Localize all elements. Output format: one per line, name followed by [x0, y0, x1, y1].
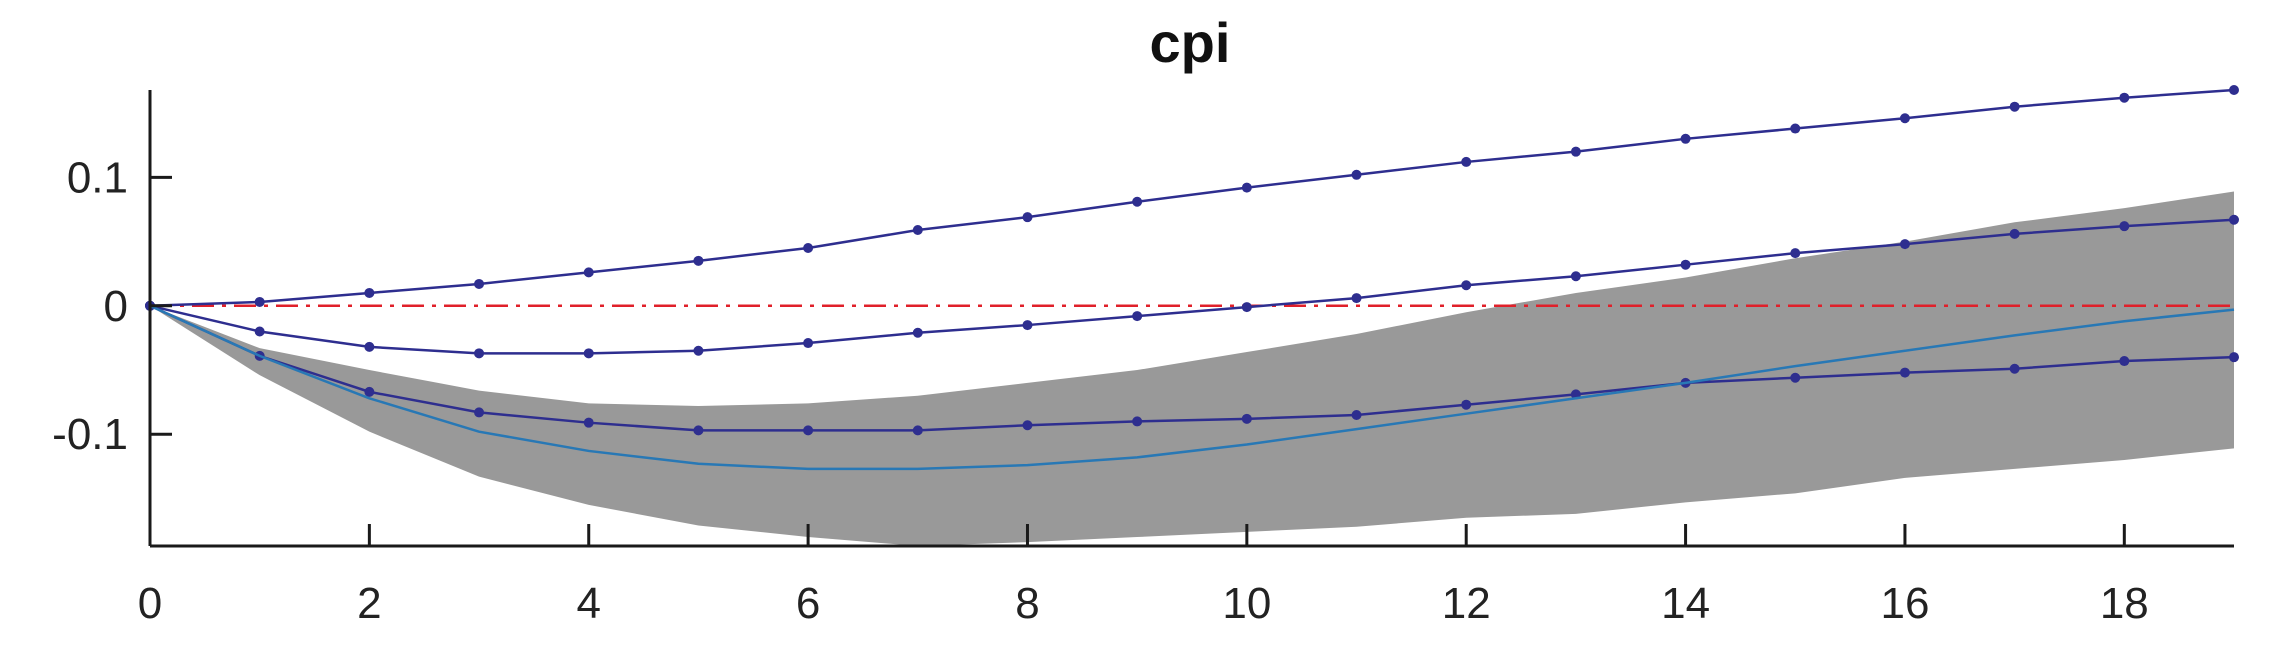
series-2-point [1241, 302, 1252, 313]
series-3-point [803, 425, 814, 436]
x-tick-label: 2 [357, 579, 381, 628]
x-tick-label: 0 [138, 579, 162, 628]
series-2-point [1790, 248, 1801, 259]
y-tick-label: 0 [104, 282, 128, 331]
series-1-point [1351, 169, 1362, 180]
series-3-point [1899, 367, 1910, 378]
series-1 [145, 85, 2239, 311]
series-3-point [1351, 409, 1362, 420]
series-3-point [583, 417, 594, 428]
series-1-point [1132, 196, 1143, 207]
series-3-point [2009, 363, 2020, 374]
series-2-point [2009, 228, 2020, 239]
series-1-point [254, 296, 265, 307]
confidence-band [150, 191, 2234, 546]
series-3-point [693, 425, 704, 436]
series-3 [145, 300, 2239, 436]
series-3-point [1022, 420, 1033, 431]
tick-labels: 0 2 4 6 8 10 12 14 16 18 0.1 0 -0.1 [52, 153, 2149, 628]
x-tick-label: 16 [1880, 579, 1929, 628]
series-1-point [364, 287, 375, 298]
series-3-point [2119, 356, 2130, 367]
series-1-point [1461, 156, 1472, 167]
series-1-point [474, 278, 485, 289]
series-layer [145, 85, 2239, 471]
series-3-point [1241, 413, 1252, 424]
series-3-point [1461, 399, 1472, 410]
series-3-point [1790, 372, 1801, 383]
chart-title: cpi [1150, 11, 1231, 74]
series-2-point [583, 348, 594, 359]
series-4-line [149, 304, 2235, 471]
series-3-point [912, 425, 923, 436]
x-tick-label: 6 [796, 579, 820, 628]
series-2-line [149, 218, 2235, 355]
series-1-point [583, 267, 594, 278]
x-tick-label: 8 [1015, 579, 1039, 628]
series-1-point [693, 255, 704, 266]
series-2-point [1132, 311, 1143, 322]
series-1-point [1899, 113, 1910, 124]
series-2-point [2229, 214, 2239, 225]
series-1-point [1241, 182, 1252, 193]
axes [148, 90, 2234, 548]
y-tick-label: -0.1 [52, 410, 128, 459]
x-tick-label: 4 [576, 579, 600, 628]
series-3-point [1132, 416, 1143, 427]
series-1-point [1570, 146, 1581, 157]
series-3-point [364, 386, 375, 397]
series-2-point [912, 327, 923, 338]
series-2-point [1022, 320, 1033, 331]
series-3-point [2229, 352, 2239, 363]
x-tick-label: 10 [1222, 579, 1271, 628]
series-2-point [474, 348, 485, 359]
series-2-point [1351, 293, 1362, 304]
series-2-point [1570, 271, 1581, 282]
series-4 [149, 304, 2235, 471]
series-1-point [2009, 101, 2020, 112]
series-1-point [1022, 212, 1033, 223]
series-2-point [364, 341, 375, 352]
x-tick-label: 18 [2100, 579, 2149, 628]
series-2-point [693, 345, 704, 356]
y-tick-label: 0.1 [67, 153, 128, 202]
series-2-point [254, 326, 265, 337]
series-1-point [1790, 123, 1801, 134]
series-3-line [149, 304, 2235, 432]
series-2-point [1899, 239, 1910, 250]
series-2-point [1461, 280, 1472, 291]
confidence-band-layer [150, 191, 2234, 546]
series-2-point [1680, 259, 1691, 270]
series-1-point [803, 242, 814, 253]
series-2-point [2119, 221, 2130, 232]
x-tick-label: 14 [1661, 579, 1710, 628]
series-1-point [2229, 85, 2239, 95]
series-3-point [474, 407, 485, 418]
series-2-point [803, 338, 814, 349]
series-1-point [1680, 133, 1691, 144]
series-1-point [912, 225, 923, 236]
series-1-point [2119, 92, 2130, 103]
series-1-line [149, 88, 2235, 308]
x-tick-label: 12 [1442, 579, 1491, 628]
